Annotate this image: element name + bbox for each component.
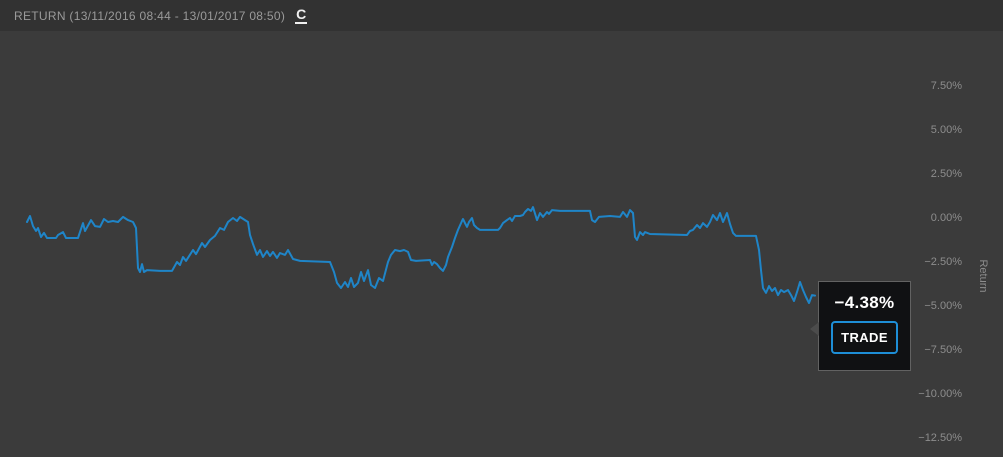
y-axis-title: Return — [977, 259, 989, 293]
return-chart-area: 7.50% 5.00% 2.50% 0.00% −2.50% −5.00% −7.50% −1… — [0, 31, 1003, 457]
return-tooltip: −4.38% TRADE — [810, 281, 911, 371]
chart-title: RETURN (13/11/2016 08:44 - 13/01/2017 08… — [14, 8, 286, 23]
y-axis-tick-label: 7.50% — [930, 80, 962, 92]
y-axis-tick-label: 5.00% — [930, 124, 962, 136]
y-axis-tick-label: −7.50% — [924, 344, 962, 356]
y-axis-tick-label: −10.00% — [918, 388, 962, 400]
tooltip-arrow-icon — [810, 322, 819, 336]
y-axis-tick-label: −2.50% — [924, 256, 962, 268]
return-line-chart — [26, 206, 816, 304]
y-axis-tick-label: 2.50% — [930, 168, 962, 180]
tooltip-value: −4.38% — [834, 293, 895, 312]
return-line-series — [26, 206, 816, 304]
y-axis-tick-label: 0.00% — [930, 212, 962, 224]
trade-button[interactable]: TRADE — [831, 321, 898, 354]
chart-header: RETURN (13/11/2016 08:44 - 13/01/2017 08… — [0, 0, 1003, 31]
y-axis-tick-label: −5.00% — [924, 300, 962, 312]
refresh-icon[interactable]: C — [295, 6, 308, 24]
y-axis-tick-label: −12.50% — [918, 432, 962, 444]
